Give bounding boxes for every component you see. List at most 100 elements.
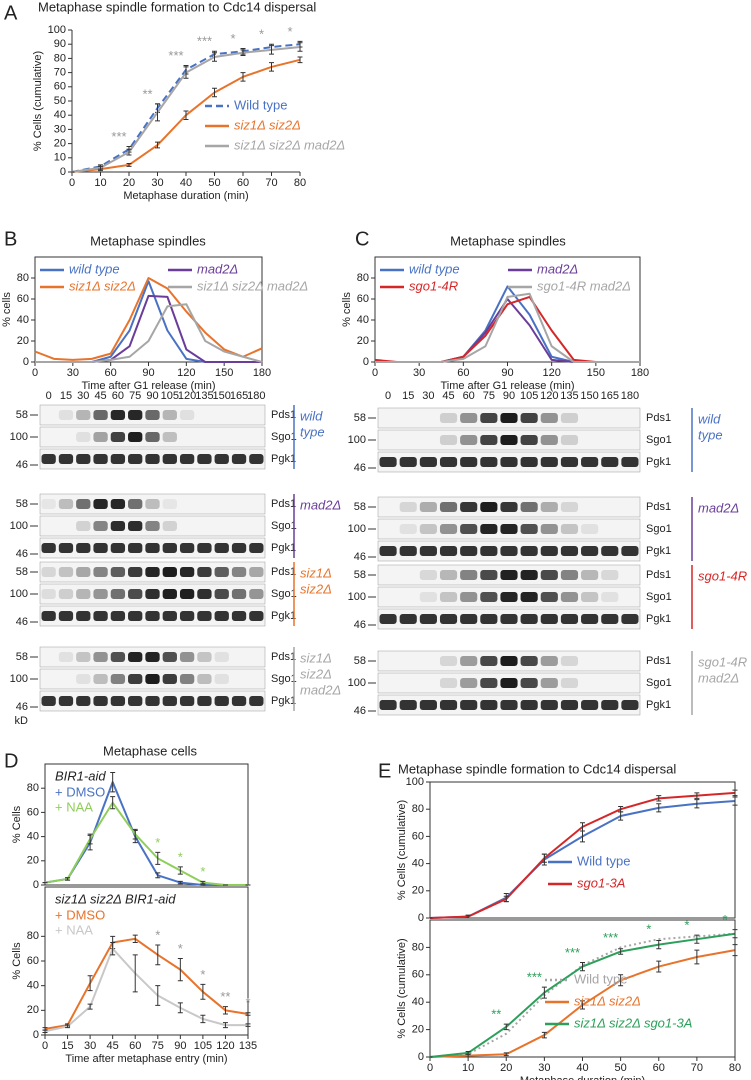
legend-label: mad2Δ [537,261,578,276]
blot-band [231,454,247,464]
blot-band [76,567,91,577]
chart-title: Metaphase spindles [90,233,206,248]
lane-label: 120 [178,390,196,402]
error-bar [183,66,189,79]
chart-subtitle: siz1Δ siz2Δ BIR1-aid [55,891,176,906]
mw-marker: 46 [354,551,366,563]
protein-label: Sgo1 [646,591,672,603]
blot-band [419,592,437,602]
blot-band [500,546,518,556]
blot-band [601,614,619,624]
error-bar [503,1023,509,1031]
x-tick-label: 0 [32,367,38,379]
blot-band [439,570,458,580]
blot-band [399,457,417,467]
y-tick-label: 40 [412,858,424,870]
lane-label: 135 [560,390,578,402]
blot-band [480,614,498,624]
legend-label: + DMSO [55,907,105,922]
y-tick-label: 80 [357,272,369,284]
blot-band [162,521,177,531]
error-bar [155,985,161,1006]
y-tick-label: 40 [27,831,39,843]
error-bar [732,929,738,939]
blot-band [621,700,639,710]
x-tick-label: 0 [69,177,75,189]
significance: * [230,31,235,46]
blot-strip [39,493,266,515]
error-bar [200,1014,206,1024]
protein-label: Sgo1 [646,677,672,689]
blot-band [460,700,478,710]
error-bar [297,42,303,52]
y-tick-label: 80 [27,930,39,942]
significance: * [259,27,264,42]
blot-band [439,656,458,666]
group-label: type [300,424,325,439]
error-bar [656,940,662,950]
blot-band [197,611,212,621]
blot-band [76,432,91,442]
series-line [44,801,248,886]
y-tick-label: 0 [418,912,424,924]
blot-band [214,543,229,553]
y-tick-label: 80 [54,52,66,64]
blot-band [162,499,177,509]
error-bar [656,795,662,802]
blot-band [581,546,599,556]
significance: * [722,912,727,927]
error-bar [212,87,217,98]
protein-label: Pgk1 [646,545,671,557]
y-axis-label: % Cells (cumulative) [32,51,44,151]
blot-band [76,410,91,420]
protein-label: Pgk1 [646,456,671,468]
group-label: sgo1-4R [698,654,747,669]
blot-band [93,499,108,509]
lane-label: 15 [60,390,72,402]
protein-label: Sgo1 [271,673,297,685]
blot-band [439,502,458,512]
legend-label: Wild type [234,97,287,112]
blot-band [520,435,538,445]
y-tick-label: 90 [54,38,66,50]
blot-band [560,546,579,556]
blot-band [93,543,108,553]
error-bar [155,141,160,149]
x-tick-label: 135 [239,1040,257,1052]
legend-label: Wild type [574,971,627,986]
blot-band [76,611,91,621]
protein-label: Pds1 [271,566,296,578]
panel-letter: B [4,228,17,250]
blot-band [41,567,56,577]
error-bar [732,796,738,806]
group-label: mad2Δ [698,500,739,515]
significance: *** [111,129,126,144]
blot-band [460,457,478,467]
x-tick-label: 30 [538,1062,550,1074]
x-axis-label: Metaphase duration (min) [520,1075,645,1080]
error-bar [155,851,161,865]
blot-band [197,674,212,684]
blot-band [399,546,417,556]
lane-label: 90 [503,390,515,402]
y-tick-label: 0 [60,166,66,178]
blot-band [560,700,579,710]
blot-band [480,656,498,666]
protein-label: Pds1 [646,501,671,513]
lane-label: 75 [129,390,141,402]
error-bar [694,934,700,944]
x-tick-label: 80 [729,1062,741,1074]
blot-band [379,457,397,467]
error-bar [155,872,161,879]
blot-band [480,700,498,710]
blot-band [500,592,518,602]
lane-label: 180 [247,390,265,402]
lane-label: 15 [402,390,414,402]
significance: * [200,864,205,879]
legend-label: mad2Δ [197,261,238,276]
mw-marker: 100 [348,523,366,535]
blot-band [249,696,264,706]
blot-band [460,656,478,666]
x-tick-label: 60 [237,177,249,189]
protein-label: Pgk1 [646,699,671,711]
